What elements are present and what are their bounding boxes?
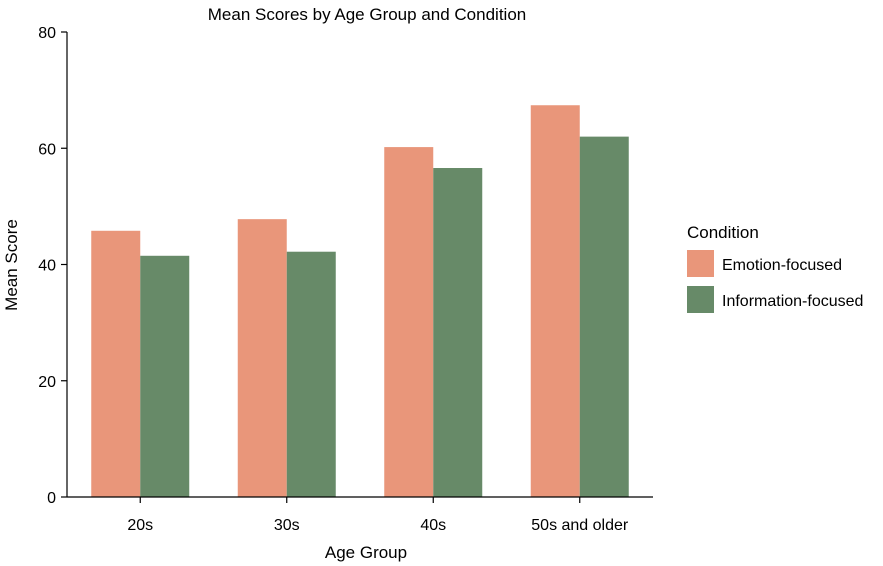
x-tick-label: 40s — [420, 517, 446, 534]
x-tick-label: 20s — [127, 517, 153, 534]
y-tick-label: 60 — [38, 141, 56, 158]
bar-emotion-2 — [384, 147, 434, 497]
x-axis-label: Age Group — [325, 543, 407, 562]
legend: Condition Emotion-focused Information-foc… — [687, 223, 863, 313]
y-tick-label: 80 — [38, 25, 56, 42]
bar-information-0 — [140, 255, 190, 497]
bar-emotion-3 — [530, 105, 580, 498]
y-tick-label: 0 — [47, 490, 56, 507]
x-tick-label: 50s and older — [531, 517, 629, 534]
bar-information-1 — [286, 251, 336, 497]
y-axis-ticks: 0 20 40 60 80 — [38, 25, 67, 507]
bar-information-2 — [433, 168, 483, 497]
legend-swatch-0 — [687, 250, 714, 277]
bar-emotion-1 — [237, 219, 287, 497]
x-tick-label: 30s — [274, 517, 300, 534]
legend-title: Condition — [687, 223, 759, 242]
y-tick-label: 20 — [38, 374, 56, 391]
legend-swatch-1 — [687, 286, 714, 313]
legend-label-0: Emotion-focused — [722, 257, 842, 274]
y-tick-label: 40 — [38, 258, 56, 275]
bar-emotion-0 — [91, 230, 141, 497]
bars — [91, 105, 629, 498]
chart-title: Mean Scores by Age Group and Condition — [208, 5, 526, 24]
bar-information-3 — [579, 136, 629, 497]
y-axis-label: Mean Score — [2, 219, 21, 311]
x-axis-ticks: 20s 30s 40s 50s and older — [127, 497, 629, 534]
legend-label-1: Information-focused — [722, 293, 863, 310]
